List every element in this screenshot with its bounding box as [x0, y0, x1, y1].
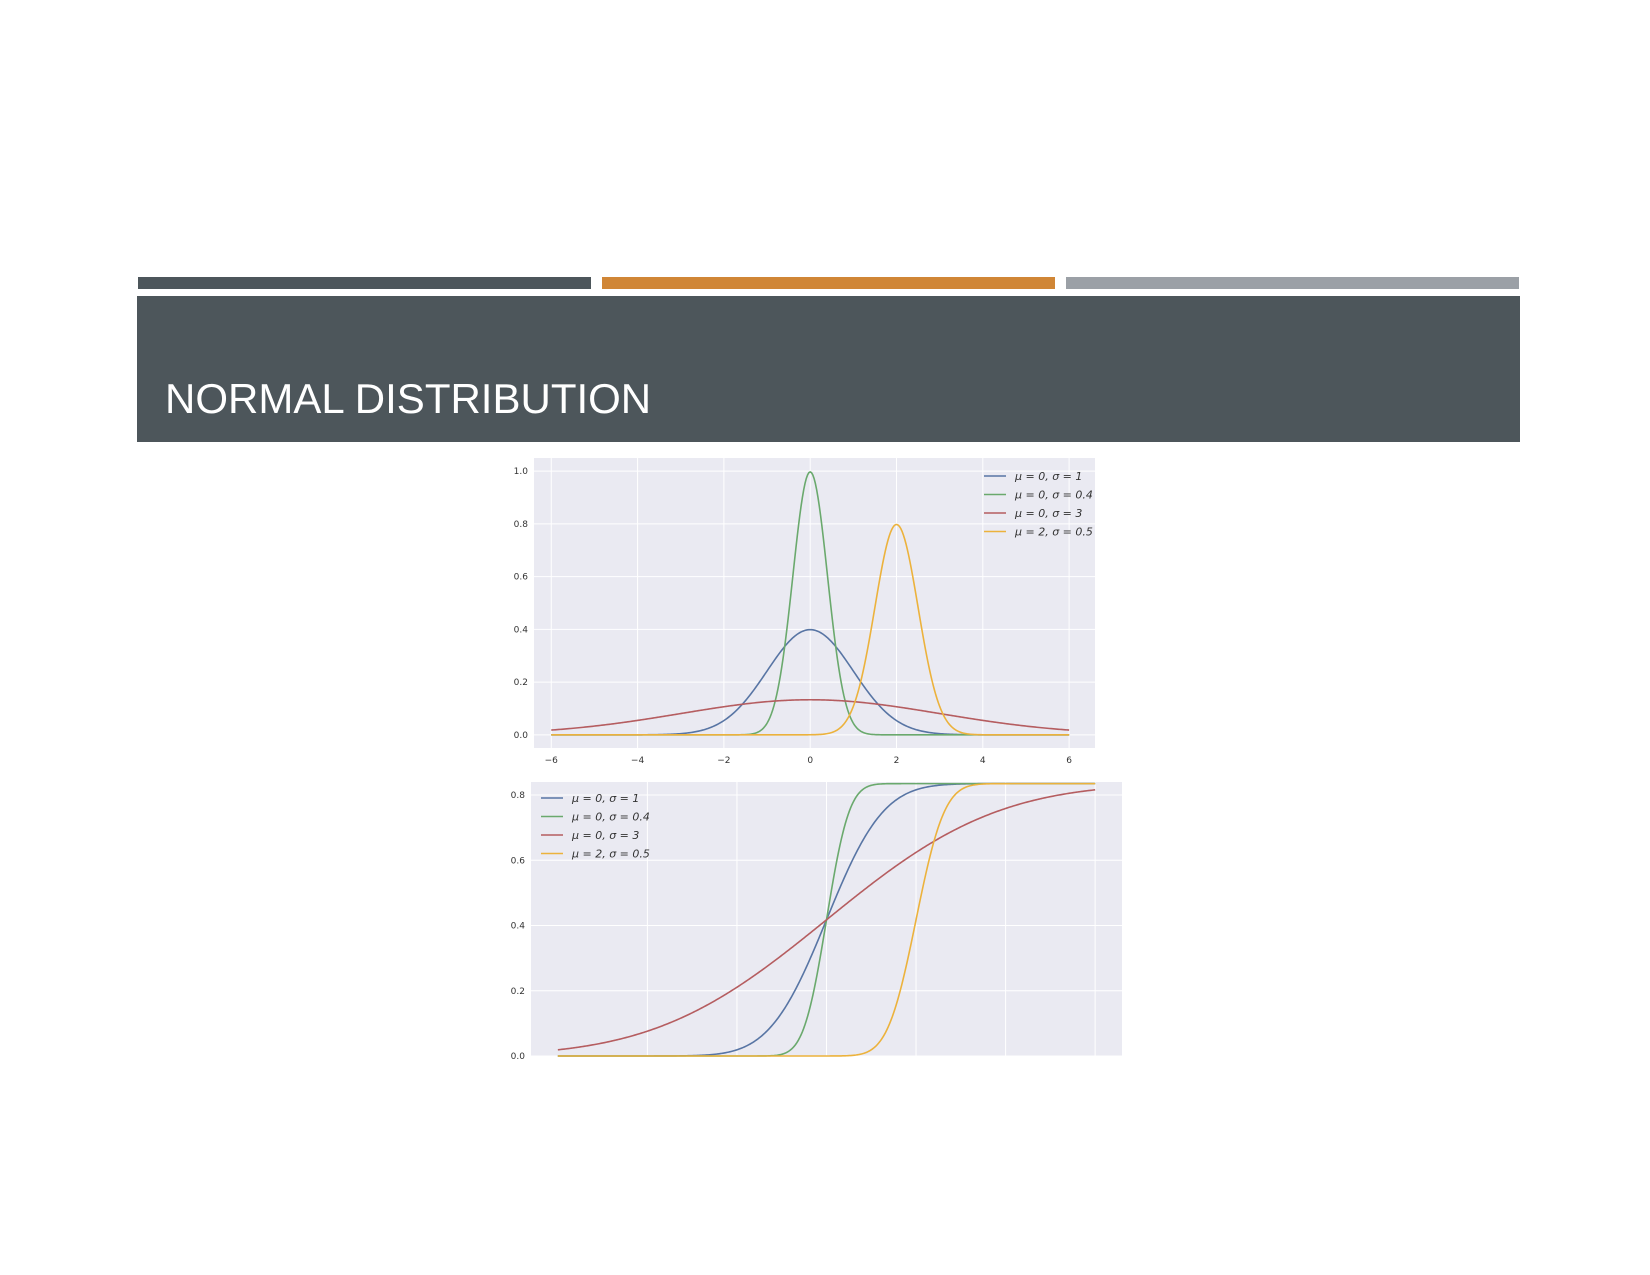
- plot-area: [534, 458, 1095, 748]
- pdf-chart: 0.0 0.2 0.4 0.6 0.8 1.0 −6 −4 −2 0 2 4 6 μ = 0, σ = 1…: [514, 458, 1095, 766]
- y-tick-label: 0.0: [511, 1052, 526, 1062]
- y-tick-label: 0.8: [511, 791, 526, 801]
- x-tick-label: 6: [1066, 756, 1072, 766]
- legend-label: μ = 0, σ = 1: [571, 792, 639, 805]
- y-tick-label: 0.4: [511, 922, 526, 932]
- accent-bar-gray: [1066, 277, 1519, 289]
- accent-bar-dark: [138, 277, 591, 289]
- x-tick-label: 2: [894, 756, 900, 766]
- x-tick-label: 0: [807, 756, 813, 766]
- legend-label: μ = 2, σ = 0.5: [571, 848, 650, 861]
- y-tick-label: 0.4: [514, 625, 529, 635]
- legend-label: μ = 0, σ = 3: [1014, 507, 1082, 520]
- x-tick-label: −6: [545, 756, 559, 766]
- x-tick-label: −4: [631, 756, 645, 766]
- y-tick-label: 0.6: [514, 573, 529, 583]
- legend-label: μ = 0, σ = 3: [571, 829, 639, 842]
- y-tick-label: 0.8: [514, 520, 529, 530]
- series-line-3: [551, 698, 1070, 731]
- legend-label: μ = 0, σ = 0.4: [571, 811, 650, 824]
- series-line-3: [557, 789, 1096, 1051]
- slide-title: NORMAL DISTRIBUTION: [165, 375, 652, 422]
- legend-label: μ = 0, σ = 0.4: [1014, 489, 1093, 502]
- x-tick-label: 4: [980, 756, 986, 766]
- y-tick-label: 0.6: [511, 856, 526, 866]
- series-line-4: [557, 782, 1096, 1057]
- series-line-4: [551, 523, 1070, 736]
- legend-label: μ = 0, σ = 1: [1014, 470, 1082, 483]
- y-tick-label: 0.2: [511, 987, 525, 997]
- cdf-chart: 0.0 0.2 0.4 0.6 0.8 μ = 0, σ = 1 μ = 0, σ = 0.…: [511, 782, 1122, 1062]
- legend-label: μ = 2, σ = 0.5: [1014, 526, 1093, 539]
- y-tick-label: 0.2: [514, 678, 528, 688]
- y-tick-label: 0.0: [514, 731, 529, 741]
- y-tick-label: 1.0: [514, 467, 529, 477]
- x-tick-label: −2: [717, 756, 730, 766]
- title-band: NORMAL DISTRIBUTION: [137, 296, 1520, 442]
- accent-bar-orange: [602, 277, 1055, 289]
